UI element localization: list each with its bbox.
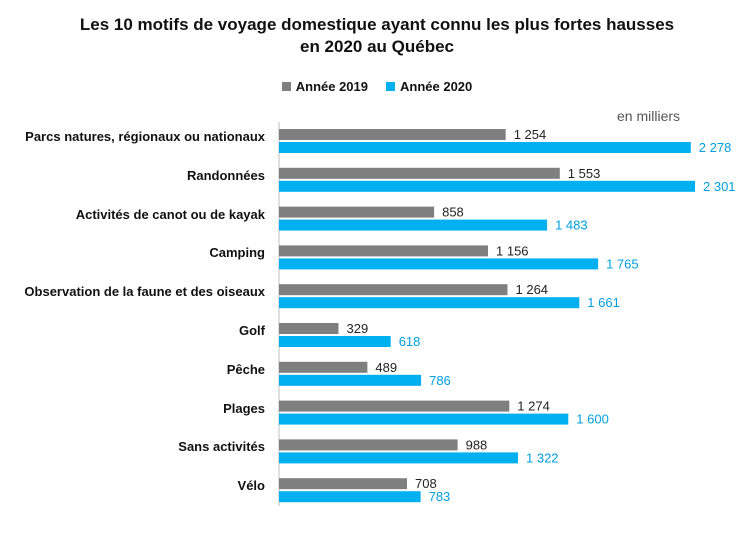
bar-2020: [279, 336, 391, 347]
bar-2019: [279, 361, 368, 373]
bar-2020: [279, 297, 580, 309]
category-label: Vélo: [237, 478, 265, 494]
bar-2019: [279, 206, 435, 218]
bar-2019: [279, 400, 510, 412]
data-label-2020: 1 661: [587, 295, 620, 310]
data-label-2019: 489: [375, 360, 397, 375]
data-label-2020: 618: [399, 334, 421, 349]
category-label: Plages: [223, 400, 265, 416]
bar-2019: [279, 167, 560, 179]
data-label-2019: 1 553: [568, 166, 601, 181]
legend-swatch-2020: [386, 82, 395, 91]
bar-2020: [279, 258, 599, 270]
data-label-2020: 1 322: [526, 450, 559, 465]
category-label: Camping: [209, 245, 265, 261]
chart-title-line-2: en 2020 au Québec: [299, 37, 455, 56]
bar-2020: [279, 374, 422, 386]
data-label-2020: 1 600: [576, 412, 609, 427]
data-label-2019: 1 274: [517, 399, 550, 414]
bar-2020: [279, 219, 548, 231]
bar-2019: [279, 245, 488, 257]
data-label-2020: 2 301: [703, 179, 736, 194]
legend-label-2020: Année 2020: [400, 79, 473, 94]
chart-title: Les 10 motifs de voyage domestique ayant…: [0, 14, 754, 58]
category-label: Randonnées: [186, 167, 265, 183]
bar-2020: [279, 142, 691, 153]
data-label-2020: 1 483: [555, 218, 588, 233]
bar-2019: [279, 478, 407, 490]
legend-label-2019: Année 2019: [295, 79, 368, 94]
category-label: Pêche: [226, 361, 265, 377]
bar-2019: [279, 439, 458, 451]
unit-label: en milliers: [617, 108, 681, 124]
category-label: Activités de canot ou de kayak: [75, 206, 265, 222]
data-label-2019: 1 254: [514, 127, 547, 142]
data-label-2019: 988: [466, 437, 488, 452]
data-label-2019: 329: [347, 321, 369, 336]
legend-item-2020: Année 2020: [386, 79, 472, 94]
chart-title-line-1: Les 10 motifs de voyage domestique ayant…: [79, 15, 675, 34]
category-label: Golf: [239, 323, 265, 338]
data-label-2019: 1 264: [516, 282, 549, 297]
data-label-2020: 786: [429, 373, 451, 388]
bar-2020: [279, 491, 421, 503]
chart-legend: Année 2019 Année 2020: [0, 79, 754, 94]
data-label-2019: 858: [442, 205, 464, 220]
bar-2019: [279, 129, 506, 140]
data-label-2020: 783: [429, 489, 451, 504]
data-label-2020: 1 765: [606, 256, 639, 271]
legend-swatch-2019: [281, 82, 291, 91]
data-label-2020: 2 278: [699, 140, 732, 155]
category-label: Parcs natures, régionaux ou nationaux: [25, 129, 265, 144]
bar-2020: [279, 413, 569, 425]
data-label-2019: 708: [415, 476, 437, 491]
bar-2020: [279, 180, 695, 192]
category-label: Observation de la faune et des oiseaux: [24, 284, 265, 300]
category-label: Sans activités: [178, 439, 265, 455]
data-label-2019: 1 156: [496, 243, 529, 258]
bar-2020: [279, 452, 518, 464]
legend-item-2019: Année 2019: [281, 79, 368, 94]
bar-2019: [279, 284, 508, 296]
bar-2019: [279, 323, 339, 334]
